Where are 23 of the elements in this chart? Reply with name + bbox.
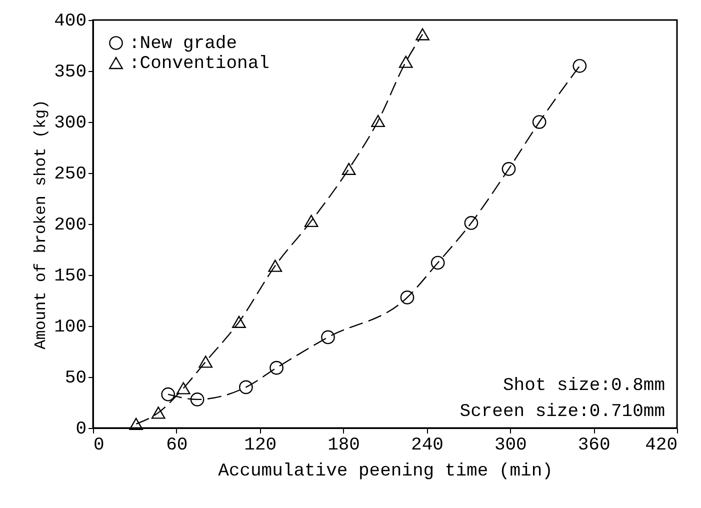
y-tick-label: 300	[54, 114, 86, 134]
x-tick-label: 360	[578, 436, 610, 456]
x-tick-label: 60	[166, 436, 188, 456]
y-tick-label: 0	[76, 420, 86, 440]
y-tick-label: 350	[54, 62, 86, 82]
annotation: Screen size:0.710mm	[460, 402, 665, 422]
y-tick-label: 400	[54, 12, 86, 32]
y-tick-label: 100	[54, 318, 86, 338]
y-tick-label: 50	[64, 368, 86, 388]
y-tick-label: 200	[54, 216, 86, 236]
x-tick-label: 240	[411, 436, 444, 456]
x-tick-label: 300	[494, 436, 527, 456]
x-axis-title: Accumulative peening time (min)	[218, 462, 553, 482]
y-tick-label: 250	[54, 164, 86, 184]
x-tick-label: 180	[328, 436, 360, 456]
y-tick-label: 150	[54, 266, 86, 286]
legend-label: :New grade	[129, 34, 238, 54]
x-tick-label: 0	[94, 436, 104, 456]
y-axis-title: Amount of broken shot (kg)	[32, 100, 50, 350]
x-tick-label: 420	[645, 436, 678, 456]
legend-label: :Conventional	[129, 54, 270, 74]
annotation: Shot size:0.8mm	[502, 376, 665, 396]
x-tick-label: 120	[244, 436, 277, 456]
